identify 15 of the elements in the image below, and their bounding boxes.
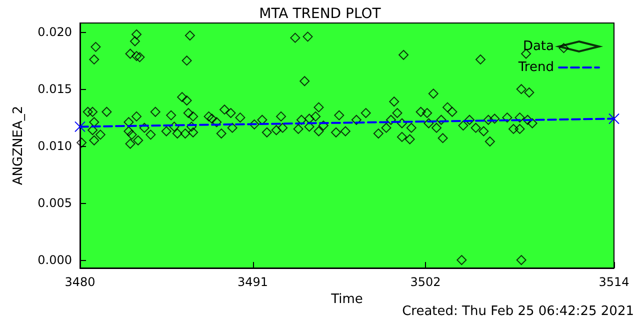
y-tick-label: 0.005 [38, 196, 72, 210]
legend-label: Data [522, 39, 554, 54]
y-tick-label: 0.015 [38, 82, 72, 96]
x-tick-label: 3502 [410, 275, 441, 289]
text: Created: Thu Feb 25 06:42:25 2021 [402, 304, 634, 319]
x-axis-title: Time [330, 292, 363, 307]
legend-label: Trend [517, 60, 554, 75]
y-axis-title: ANGZNEA_2 [11, 106, 26, 186]
chart-title: MTA TREND PLOT [259, 6, 382, 22]
x-tick-label: 3480 [64, 275, 96, 289]
x-tick-label: 3514 [598, 275, 630, 289]
y-tick-label: 0.000 [38, 253, 72, 268]
y-tick-label: 0.010 [38, 139, 72, 154]
y-tick-label: 0.020 [38, 25, 72, 40]
x-tick-label: 3491 [237, 275, 268, 289]
